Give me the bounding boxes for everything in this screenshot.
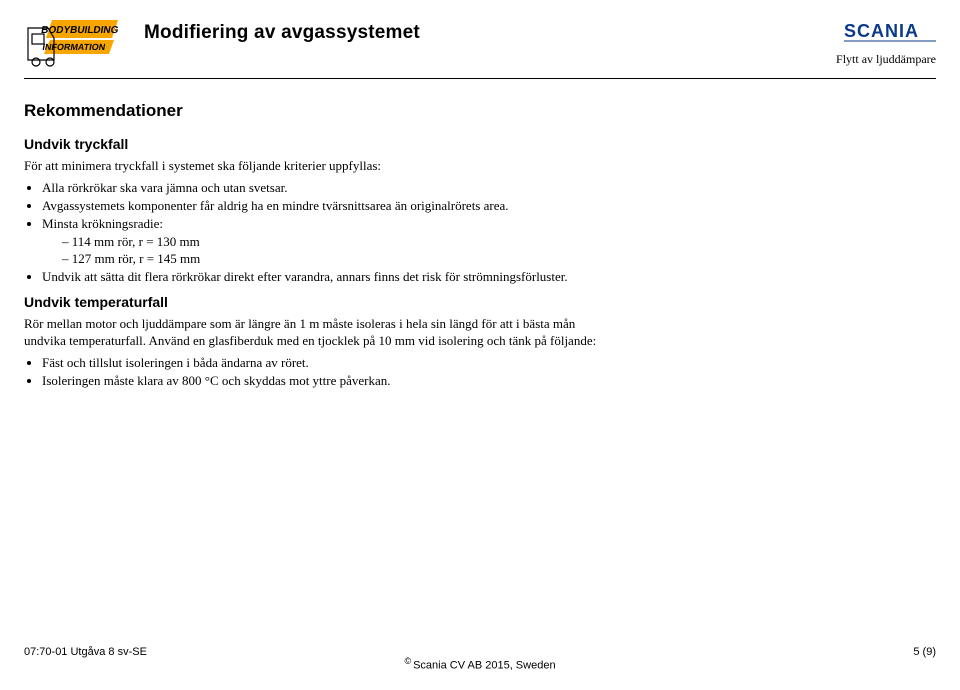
subsection-heading-tryckfall: Undvik tryckfall (24, 136, 614, 154)
list-item: Alla rörkrökar ska vara jämna och utan s… (42, 180, 614, 197)
subsection-intro-tryckfall: För att minimera tryckfall i systemet sk… (24, 158, 614, 175)
copyright-icon: © (404, 656, 411, 666)
list-item: 114 mm rör, r = 130 mm (62, 234, 614, 251)
list-item-text: Minsta krökningsradie: (42, 216, 163, 231)
list-item: 127 mm rör, r = 145 mm (62, 251, 614, 268)
header-tagline: Flytt av ljuddämpare (836, 52, 936, 67)
subsection-para-temperaturfall: Rör mellan motor och ljuddämpare som är … (24, 316, 614, 349)
footer-copyright-text: Scania CV AB 2015, Sweden (413, 660, 555, 672)
bullet-list-tryckfall: Alla rörkrökar ska vara jämna och utan s… (42, 180, 614, 286)
list-item: Isoleringen måste klara av 800 °C och sk… (42, 373, 614, 390)
horizontal-rule (24, 78, 936, 79)
bullet-list-temperaturfall: Fäst och tillslut isoleringen i båda änd… (42, 355, 614, 389)
list-item: Minsta krökningsradie: 114 mm rör, r = 1… (42, 216, 614, 268)
subsection-heading-temperaturfall: Undvik temperaturfall (24, 294, 614, 312)
list-item: Avgassystemets komponenter får aldrig ha… (42, 198, 614, 215)
bodybuilding-badge: BODYBUILDING INFORMATION (24, 18, 120, 75)
scania-wordmark-icon: SCANIA (844, 20, 936, 42)
section-heading: Rekommendationer (24, 100, 614, 122)
content-body: Rekommendationer Undvik tryckfall För at… (24, 100, 614, 397)
page: BODYBUILDING INFORMATION Modifiering av … (0, 0, 960, 690)
sublist-radii: 114 mm rör, r = 130 mm 127 mm rör, r = 1… (62, 234, 614, 267)
badge-line2: INFORMATION (42, 42, 106, 52)
scania-logo: SCANIA (844, 20, 936, 47)
truck-badge-icon: BODYBUILDING INFORMATION (24, 18, 120, 70)
svg-text:SCANIA: SCANIA (844, 21, 919, 41)
list-item: Fäst och tillslut isoleringen i båda änd… (42, 355, 614, 372)
header: BODYBUILDING INFORMATION Modifiering av … (24, 18, 936, 78)
list-item: Undvik att sätta dit flera rörkrökar dir… (42, 269, 614, 286)
footer-copyright: ©Scania CV AB 2015, Sweden (24, 656, 936, 672)
page-title: Modifiering av avgassystemet (144, 22, 420, 44)
